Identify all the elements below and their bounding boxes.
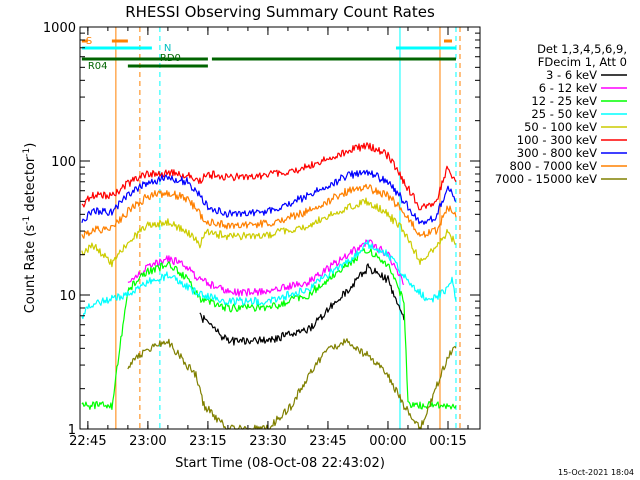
- legend-header-line-2: FDecim 1, Att 0: [538, 55, 627, 69]
- series-line: [81, 197, 457, 268]
- legend-entry-label: 3 - 6 keV: [546, 68, 597, 82]
- y-axis-title: Count Rate (s-1 detector-1): [22, 143, 38, 314]
- state-bar-label: N: [164, 43, 171, 54]
- legend-header-line-1: Det 1,3,4,5,6,9,: [537, 42, 627, 56]
- generation-timestamp: 15-Oct-2021 18:04: [558, 468, 634, 477]
- legend-entry-label: 25 - 50 keV: [531, 107, 597, 121]
- x-tick-label: 23:45: [309, 434, 346, 449]
- y-tick-label: 10: [59, 289, 76, 304]
- x-tick-label: 00:00: [369, 434, 406, 449]
- y-tick-label: 100: [51, 155, 76, 170]
- state-bar-label: RD0: [160, 53, 181, 64]
- plot-frame: [79, 26, 481, 430]
- x-tick-label: 23:00: [129, 434, 166, 449]
- y-tick-label: 1: [68, 423, 76, 438]
- series-line: [199, 263, 405, 346]
- series-line: [81, 247, 457, 410]
- series-line: [81, 239, 457, 320]
- x-tick-label: 00:15: [429, 434, 466, 449]
- legend: Det 1,3,4,5,6,9, FDecim 1, Att 0 3 - 6 k…: [495, 42, 627, 186]
- chart-title: RHESSI Observing Summary Count Rates: [125, 3, 435, 21]
- legend-entry-label: 100 - 300 keV: [517, 133, 597, 147]
- legend-entry-label: 6 - 12 keV: [539, 81, 597, 95]
- x-tick-label: 22:45: [69, 434, 106, 449]
- y-axis: 1 10 100 1000: [43, 21, 480, 438]
- legend-entry-label: 300 - 800 keV: [517, 146, 597, 160]
- state-bar-label: R04: [88, 61, 108, 72]
- legend-entry-label: 800 - 7000 keV: [509, 159, 597, 173]
- x-axis-title: Start Time (08-Oct-08 22:43:02): [175, 456, 385, 471]
- x-tick-label: 23:15: [189, 434, 226, 449]
- legend-entry-label: 7000 - 15000 keV: [495, 172, 597, 186]
- series-line: [81, 169, 457, 225]
- series-line: [81, 183, 457, 239]
- legend-entry-label: 12 - 25 keV: [531, 94, 597, 108]
- y-tick-label: 1000: [43, 21, 76, 36]
- legend-entry-label: 50 - 100 keV: [524, 120, 597, 134]
- x-axis: 22:45 23:00 23:15 23:30 23:45 00:00 00:15: [69, 27, 469, 449]
- series-line: [127, 239, 405, 297]
- series-line: [81, 142, 457, 211]
- series-line: [127, 338, 457, 430]
- x-tick-label: 23:30: [249, 434, 286, 449]
- state-bar-label: S: [86, 36, 92, 47]
